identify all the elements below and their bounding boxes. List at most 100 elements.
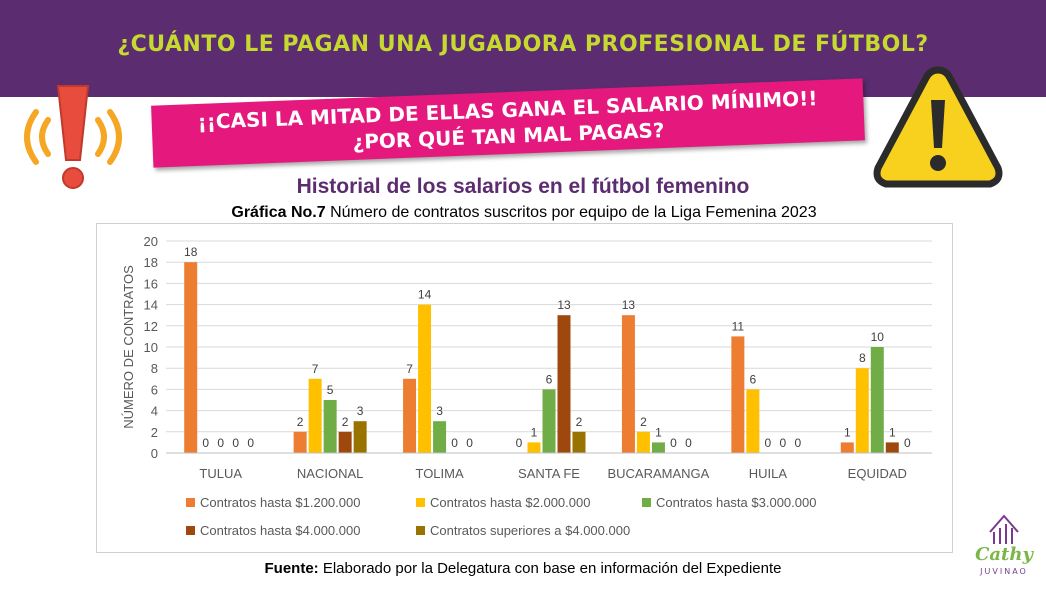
legend-swatch [186, 498, 195, 507]
data-label: 0 [670, 436, 677, 450]
figure-caption: Gráfica No.7 Número de contratos suscrit… [93, 204, 955, 222]
legend-label: Contratos hasta $1.200.000 [200, 495, 360, 510]
y-tick-label: 18 [144, 255, 158, 270]
data-label: 0 [217, 436, 224, 450]
data-label: 8 [859, 351, 866, 365]
data-label: 0 [765, 436, 772, 450]
x-tick-label: SANTA FE [518, 466, 580, 481]
data-label: 0 [795, 436, 802, 450]
data-label: 0 [780, 436, 787, 450]
figure-caption-text: Número de contratos suscritos por equipo… [330, 204, 817, 221]
x-tick-label: TOLIMA [415, 466, 463, 481]
data-label: 0 [516, 436, 523, 450]
x-tick-label: HUILA [749, 466, 788, 481]
data-label: 7 [312, 362, 319, 376]
x-tick-label: NACIONAL [297, 466, 363, 481]
x-tick-label: BUCARAMANGA [607, 466, 709, 481]
y-tick-label: 6 [151, 382, 158, 397]
bar [870, 347, 884, 453]
legend-swatch [416, 526, 425, 535]
bar [433, 421, 447, 453]
logo-surname: JUVINAO [979, 567, 1028, 576]
section-subtitle: Historial de los salarios en el fútbol f… [296, 175, 750, 198]
data-label: 5 [327, 383, 334, 397]
x-tick-label: EQUIDAD [848, 466, 907, 481]
bar [855, 368, 869, 453]
cathy-juvinao-logo: Cathy JUVINAO [975, 514, 1034, 576]
data-label: 18 [184, 245, 198, 259]
bar [636, 431, 650, 453]
bar [293, 431, 307, 453]
bar [557, 315, 571, 453]
figure-label: Gráfica No.7 [231, 204, 326, 221]
y-tick-label: 2 [151, 425, 158, 440]
data-label: 10 [871, 330, 885, 344]
banner-title: ¿CUÁNTO LE PAGAN UNA JUGADORA PROFESIONA… [117, 32, 929, 57]
bar [840, 442, 854, 453]
data-label: 3 [357, 404, 364, 418]
bar [418, 304, 432, 453]
data-label: 3 [436, 404, 443, 418]
bar [527, 442, 541, 453]
bar [353, 421, 367, 453]
data-label: 6 [546, 372, 553, 386]
source-label: Fuente: [264, 560, 319, 577]
legend-label: Contratos hasta $3.000.000 [656, 495, 816, 510]
y-tick-label: 4 [151, 404, 158, 419]
data-label: 2 [640, 415, 647, 429]
data-label: 2 [297, 415, 304, 429]
data-label: 7 [406, 362, 413, 376]
bar [338, 431, 352, 453]
data-label: 1 [889, 425, 896, 439]
y-tick-label: 10 [144, 340, 158, 355]
alarm-exclamation-icon [24, 85, 122, 189]
bar [542, 389, 556, 453]
data-label: 13 [557, 298, 571, 312]
data-label: 0 [904, 436, 911, 450]
y-tick-label: 14 [144, 298, 158, 313]
data-label: 0 [451, 436, 458, 450]
y-tick-label: 0 [151, 446, 158, 461]
y-tick-label: 8 [151, 361, 158, 376]
y-tick-label: 16 [144, 276, 158, 291]
bar [885, 442, 899, 453]
legend-swatch [186, 526, 195, 535]
logo-name: Cathy [975, 544, 1034, 565]
bar [403, 378, 417, 453]
header-banner [0, 0, 1046, 97]
legend-label: Contratos hasta $2.000.000 [430, 495, 590, 510]
source-text: Elaborado por la Delegatura con base en … [322, 560, 782, 577]
data-label: 14 [418, 288, 432, 302]
bar [572, 431, 586, 453]
data-label: 1 [655, 425, 662, 439]
bar [746, 389, 760, 453]
data-label: 0 [232, 436, 239, 450]
source-note: Fuente: Elaborado por la Delegatura con … [0, 560, 1046, 577]
data-label: 2 [576, 415, 583, 429]
y-tick-label: 20 [144, 234, 158, 249]
data-label: 0 [685, 436, 692, 450]
legend-label: Contratos hasta $4.000.000 [200, 523, 360, 538]
bar [184, 262, 198, 453]
y-tick-label: 12 [144, 319, 158, 334]
data-label: 0 [247, 436, 254, 450]
bar [621, 315, 635, 453]
legend-swatch [416, 498, 425, 507]
legend-label: Contratos superiores a $4.000.000 [430, 523, 630, 538]
data-label: 1 [531, 425, 538, 439]
bar [323, 400, 337, 453]
chart-frame [96, 223, 953, 553]
bar [651, 442, 665, 453]
data-label: 6 [750, 372, 757, 386]
data-label: 2 [342, 415, 349, 429]
warning-triangle-icon [873, 66, 1003, 188]
x-tick-label: TULUA [199, 466, 242, 481]
data-label: 11 [732, 319, 745, 333]
bar [308, 378, 322, 453]
legend-swatch [642, 498, 651, 507]
bar [731, 336, 745, 453]
data-label: 0 [202, 436, 209, 450]
data-label: 0 [466, 436, 473, 450]
data-label: 13 [622, 298, 636, 312]
